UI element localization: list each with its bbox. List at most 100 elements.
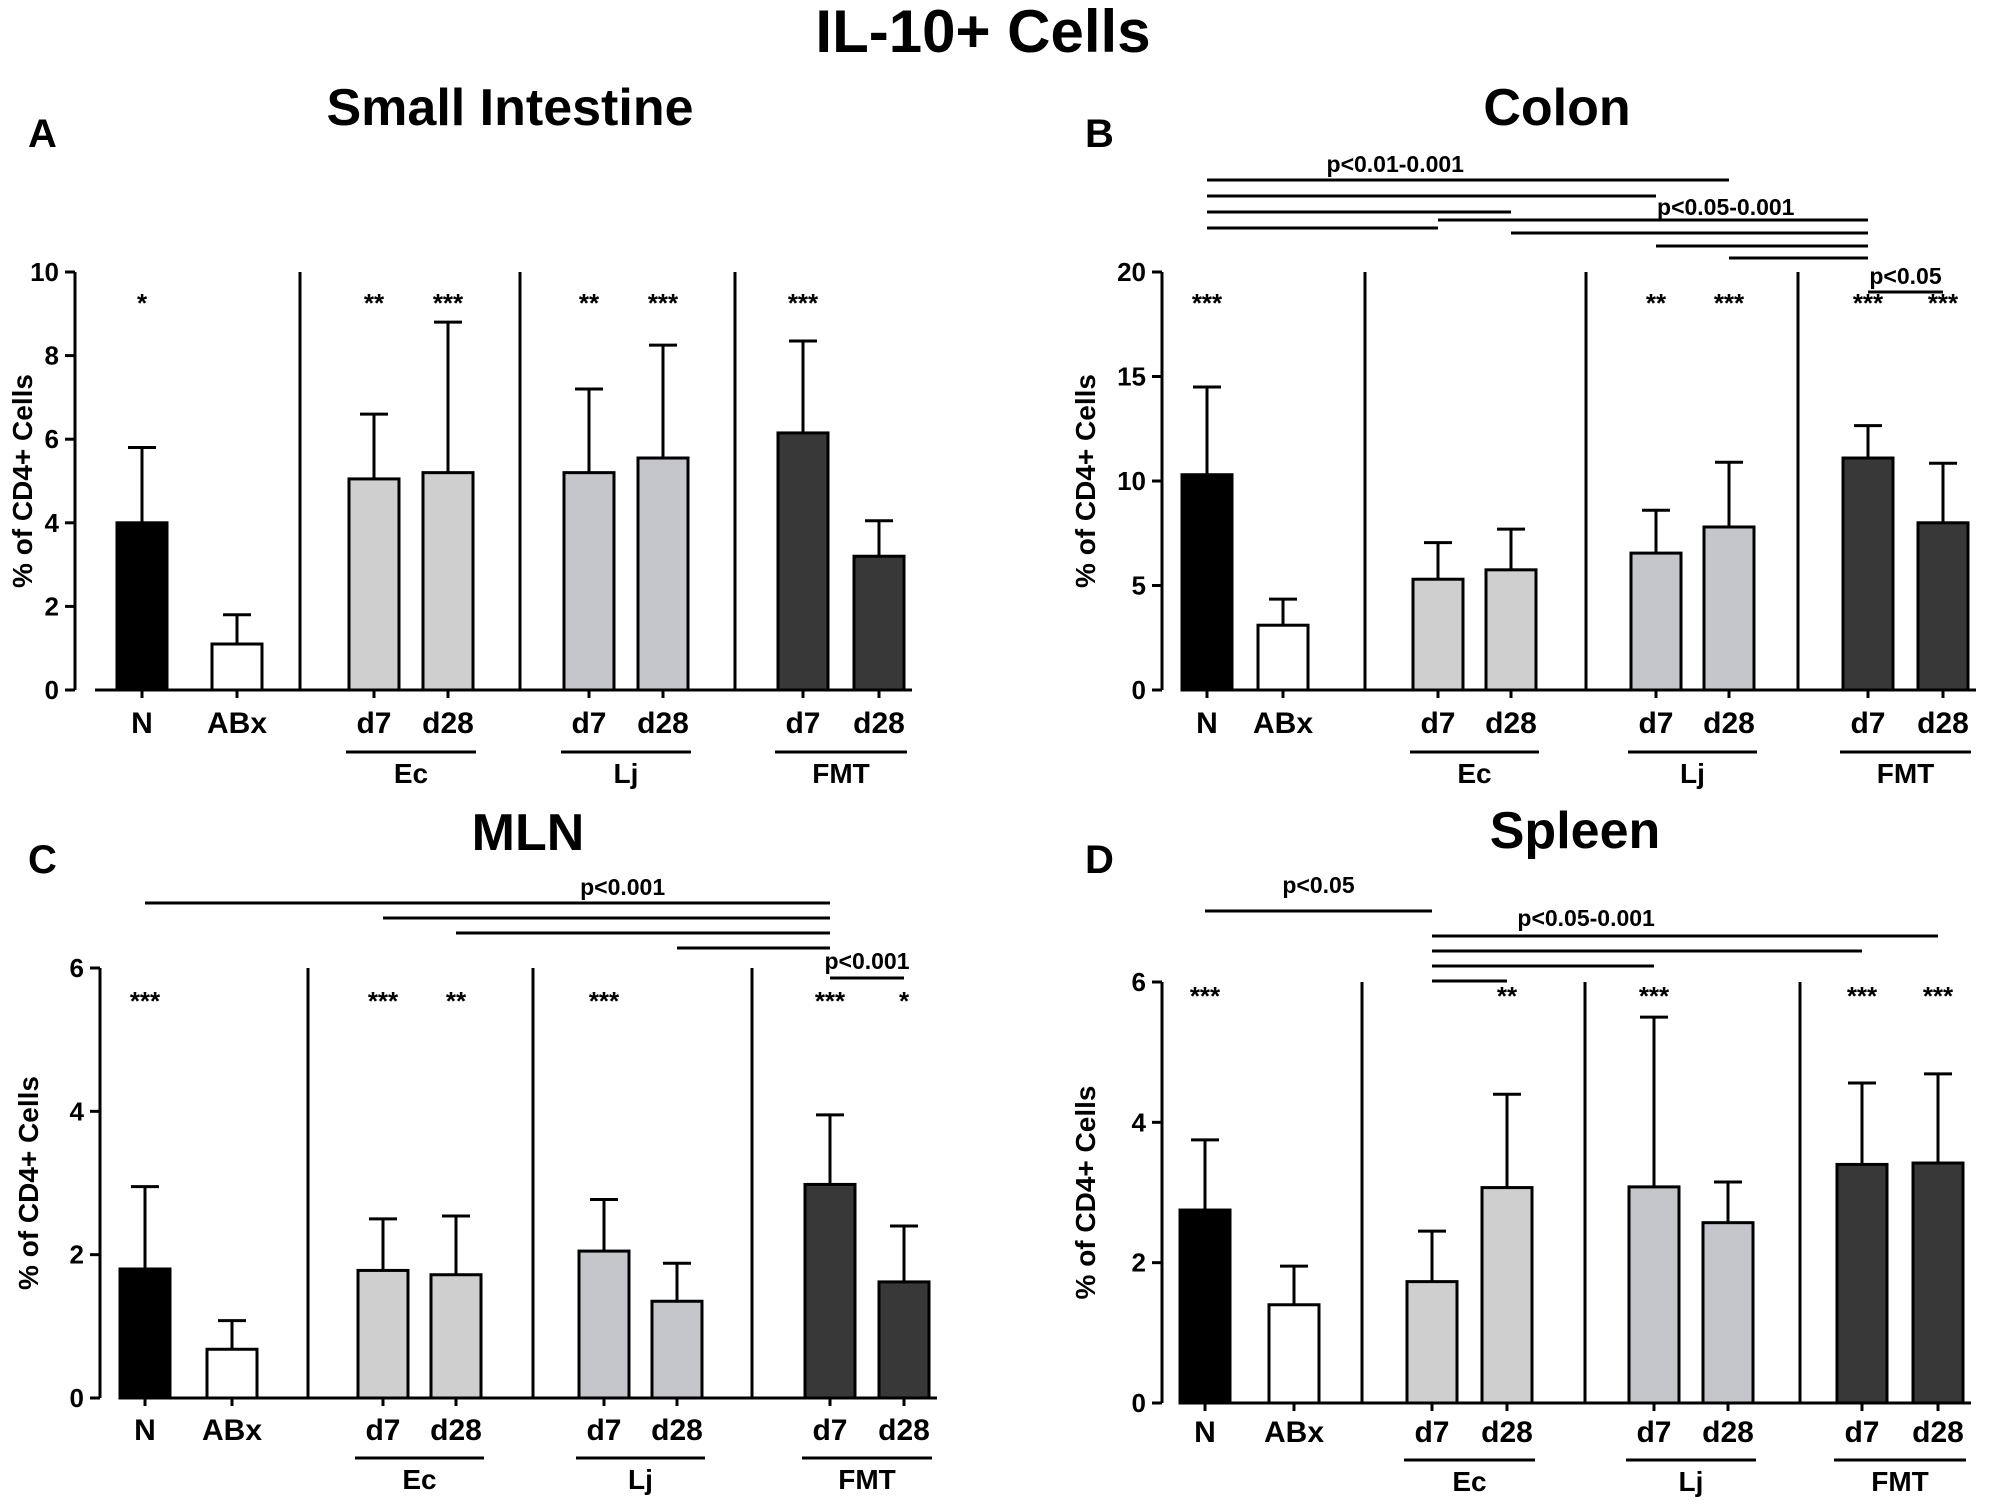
bar (115, 521, 169, 692)
category-label: d7 (812, 1414, 847, 1447)
bar (852, 554, 906, 692)
bar (776, 431, 830, 692)
y-tick-label: 2 (45, 591, 59, 621)
panels: A Small Intestine 0 2 4 6 8 10 % of CD4+ Cells * N… (7, 79, 1976, 1497)
bar (650, 1299, 704, 1400)
panel-d: D Spleen 0 2 4 6 % of CD4+ Cells *** N ABx d7 ** d28… (1070, 802, 1971, 1497)
significance-stars: ** (1497, 981, 1518, 1011)
panel-letter: A (28, 112, 57, 156)
figure-title: IL-10+ Cells (815, 0, 1150, 65)
bar (1835, 1162, 1889, 1405)
bar (562, 471, 616, 692)
bar (1480, 1186, 1534, 1405)
bar (356, 1268, 410, 1400)
p-value-label: p<0.001 (580, 874, 665, 900)
category-label: d28 (878, 1414, 930, 1447)
category-label: d7 (785, 707, 820, 740)
category-label: d28 (1703, 707, 1755, 740)
significance-stars: *** (589, 986, 620, 1016)
group-label: FMT (1877, 758, 1935, 789)
category-label: d28 (1702, 1416, 1754, 1449)
group-label: FMT (1871, 1466, 1929, 1497)
significance-stars: *** (368, 986, 399, 1016)
y-tick-label: 0 (45, 675, 59, 705)
p-value-label: p<0.05 (1869, 263, 1941, 289)
category-label: d7 (1414, 1416, 1449, 1449)
p-value-label: p<0.001 (824, 948, 909, 974)
y-axis-label: % of CD4+ Cells (13, 1076, 44, 1290)
group-label: Ec (394, 758, 428, 789)
category-label: N (1194, 1416, 1216, 1449)
category-label: d28 (1485, 707, 1537, 740)
bar (210, 642, 264, 692)
y-tick-label: 4 (45, 508, 60, 538)
y-tick-label: 8 (45, 341, 59, 371)
significance-stars: * (137, 288, 148, 318)
category-label: ABx (202, 1414, 262, 1447)
group-label: Lj (614, 758, 639, 789)
panel-letter: D (1085, 838, 1114, 882)
panel-c: C MLN 0 2 4 6 % of CD4+ Cells *** N ABx *** d7 ** d28… (13, 804, 937, 1495)
significance-stars: *** (1714, 288, 1745, 318)
group-label: Lj (1680, 758, 1705, 789)
bar (1484, 568, 1538, 692)
significance-stars: *** (130, 986, 161, 1016)
category-label: N (134, 1414, 156, 1447)
significance-stars: *** (1192, 288, 1223, 318)
category-label: d7 (571, 707, 606, 740)
bar (1411, 577, 1465, 692)
significance-stars: *** (1923, 981, 1954, 1011)
bar (1916, 521, 1970, 692)
bar (1911, 1161, 1965, 1405)
panel-title: Colon (1483, 79, 1630, 137)
category-label: d28 (637, 707, 689, 740)
significance-stars: *** (815, 986, 846, 1016)
group-label: Ec (1457, 758, 1491, 789)
p-value-label: p<0.05 (1282, 872, 1354, 898)
y-tick-label: 6 (45, 424, 59, 454)
p-value-label: p<0.05-0.001 (1657, 194, 1795, 220)
bar (421, 471, 475, 692)
significance-stars: *** (1190, 981, 1221, 1011)
category-label: d7 (586, 1414, 621, 1447)
category-label: d7 (1420, 707, 1455, 740)
y-tick-label: 4 (70, 1096, 85, 1126)
y-tick-label: 4 (1132, 1107, 1147, 1137)
bar (803, 1182, 857, 1400)
significance-stars: *** (433, 288, 464, 318)
y-tick-label: 20 (1117, 257, 1146, 287)
bar (1701, 1221, 1755, 1405)
significance-stars: ** (364, 288, 385, 318)
bar (877, 1280, 931, 1400)
category-label: d28 (853, 707, 905, 740)
category-label: d28 (1912, 1416, 1964, 1449)
bar (636, 456, 690, 692)
y-tick-label: 15 (1117, 362, 1146, 392)
y-axis-label: % of CD4+ Cells (1070, 374, 1101, 588)
category-label: d28 (1481, 1416, 1533, 1449)
category-label: d28 (1917, 707, 1969, 740)
significance-stars: *** (788, 288, 819, 318)
bar (1178, 1208, 1232, 1405)
group-label: Ec (1452, 1466, 1486, 1497)
significance-stars: * (899, 986, 910, 1016)
bar (1627, 1185, 1681, 1405)
y-tick-label: 0 (1132, 675, 1146, 705)
y-tick-label: 2 (70, 1240, 84, 1270)
y-tick-label: 10 (30, 257, 59, 287)
bar (1256, 623, 1310, 692)
y-axis-label: % of CD4+ Cells (7, 374, 38, 588)
bar (1702, 525, 1756, 692)
bar (429, 1273, 483, 1400)
y-tick-label: 2 (1132, 1248, 1146, 1278)
significance-stars: *** (1847, 981, 1878, 1011)
group-label: Ec (402, 1464, 436, 1495)
category-label: d28 (430, 1414, 482, 1447)
y-tick-label: 0 (1132, 1388, 1146, 1418)
bar (1180, 473, 1234, 692)
p-value-label: p<0.05-0.001 (1517, 905, 1655, 931)
category-label: d28 (422, 707, 474, 740)
category-label: d28 (651, 1414, 703, 1447)
bar (1267, 1303, 1321, 1405)
panel-title: MLN (472, 804, 585, 862)
